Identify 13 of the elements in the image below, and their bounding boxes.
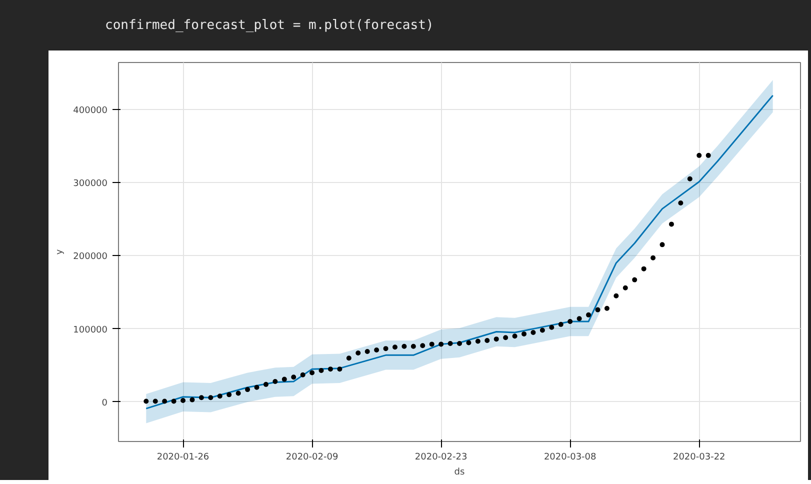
text: confirmed_forecast_plot = m.plot(forecast) — [105, 17, 434, 35]
y-tick-label: 400000 — [73, 106, 108, 116]
y-tick-label: 0 — [102, 398, 108, 408]
x-tick-label: 2020-03-22 — [672, 452, 726, 462]
y-tick-label: 300000 — [73, 178, 108, 189]
y-axis-title: y — [55, 248, 66, 255]
y-tick-label: 100000 — [73, 325, 108, 336]
x-tick-label: 2020-03-08 — [544, 452, 597, 462]
x-tick-label: 2020-02-23 — [414, 452, 468, 462]
x-tick-label: 2020-01-26 — [156, 452, 210, 462]
x-tick-label: 2020-02-09 — [286, 452, 338, 462]
x-axis-title: ds — [454, 468, 466, 478]
y-tick-label: 200000 — [73, 252, 108, 262]
